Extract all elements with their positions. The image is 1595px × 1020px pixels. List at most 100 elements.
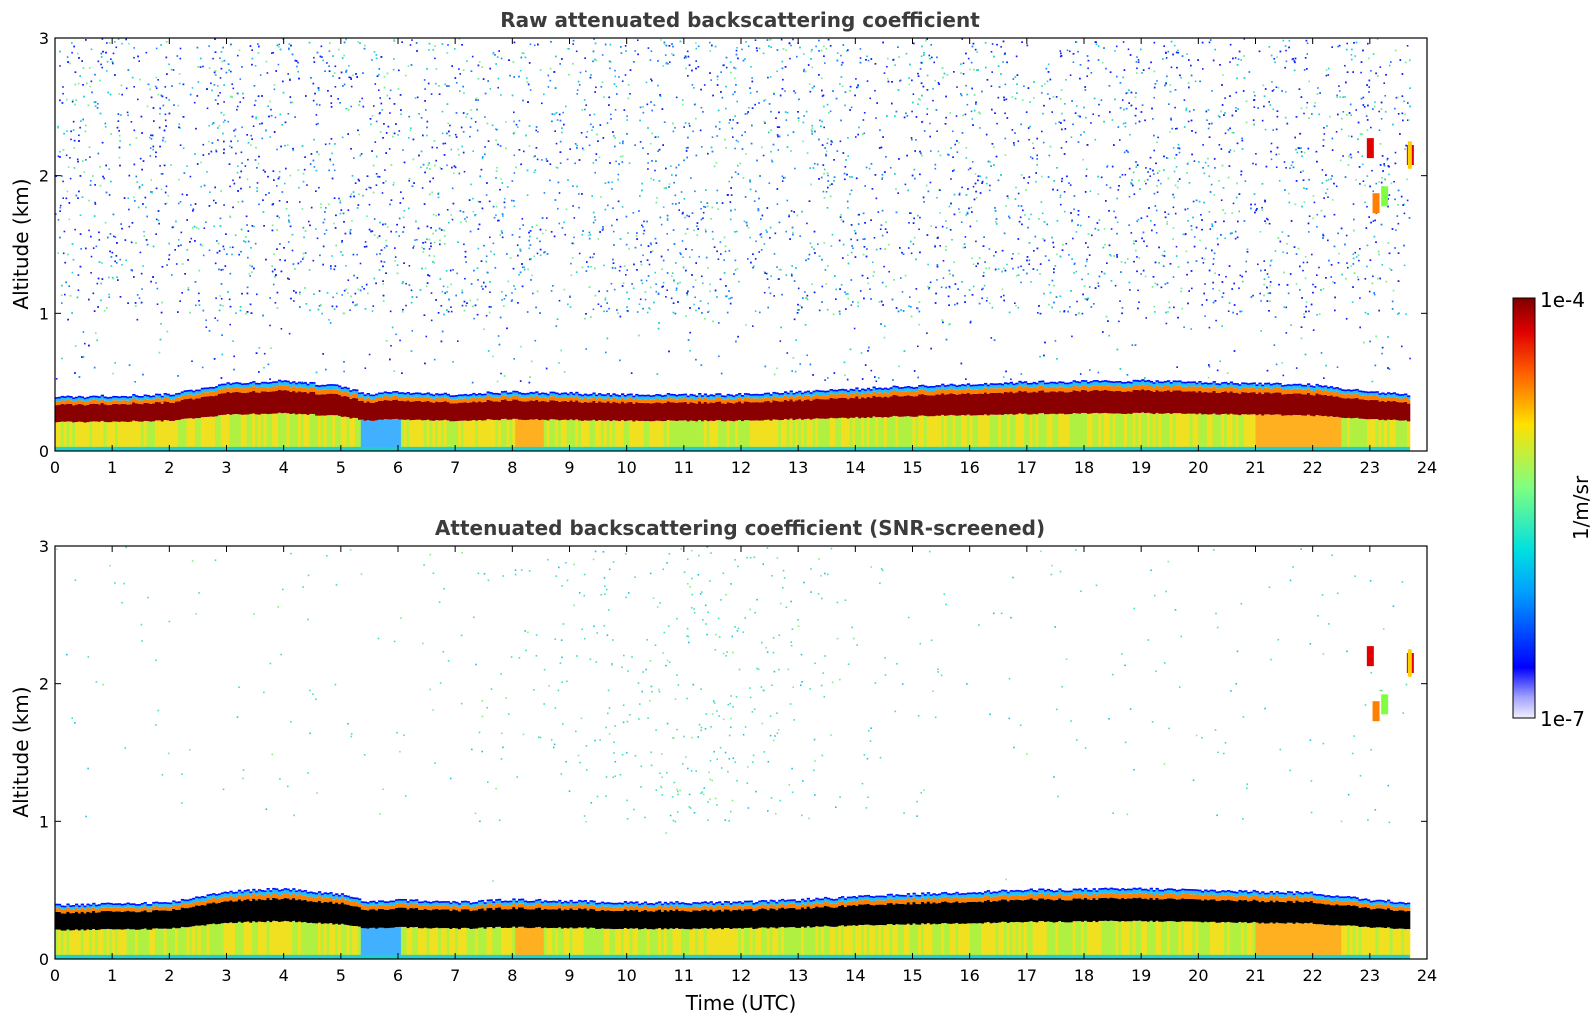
noise-pixel: [178, 239, 180, 241]
noise-pixel: [1089, 369, 1091, 371]
noise-pixel: [1059, 295, 1062, 297]
noise-pixel: [1388, 252, 1391, 255]
noise-pixel: [1378, 309, 1380, 312]
noise-pixel: [1375, 182, 1378, 185]
noise-pixel: [1403, 264, 1406, 267]
noise-pixel: [910, 212, 912, 214]
noise-pixel: [818, 309, 821, 312]
noise-pixel: [1362, 49, 1364, 52]
noise-pixel: [785, 119, 788, 121]
noise-pixel: [1079, 373, 1082, 375]
noise-pixel: [605, 351, 607, 354]
noise-pixel: [339, 201, 342, 204]
noise-pixel: [470, 183, 472, 186]
noise-pixel: [547, 86, 550, 88]
noise-pixel: [376, 237, 379, 239]
noise-pixel: [1071, 335, 1073, 338]
noise-pixel: [1122, 41, 1125, 43]
noise-pixel: [159, 165, 161, 167]
noise-pixel: [1371, 169, 1373, 172]
noise-pixel: [278, 46, 280, 48]
noise-pixel: [711, 136, 714, 138]
noise-pixel: [500, 57, 503, 60]
noise-pixel: [987, 160, 990, 163]
noise-pixel: [588, 231, 591, 234]
noise-pixel: [121, 264, 123, 266]
noise-pixel: [932, 88, 934, 90]
noise-pixel: [1132, 171, 1135, 174]
noise-pixel: [832, 313, 835, 316]
noise-pixel: [614, 75, 616, 78]
noise-pixel: [213, 199, 215, 202]
noise-pixel: [1222, 209, 1224, 211]
noise-pixel: [583, 99, 586, 101]
noise-pixel: [1088, 216, 1090, 218]
noise-pixel: [615, 160, 617, 163]
noise-pixel: [936, 279, 938, 281]
noise-pixel: [138, 186, 141, 188]
noise-pixel: [410, 127, 412, 129]
noise-pixel: [1030, 281, 1032, 283]
noise-pixel: [447, 122, 449, 125]
noise-pixel: [375, 173, 378, 175]
noise-pixel: [531, 274, 533, 277]
noise-pixel: [1308, 80, 1310, 83]
noise-pixel: [175, 263, 178, 265]
noise-pixel: [610, 282, 613, 285]
noise-pixel: [698, 255, 700, 258]
noise-pixel: [688, 125, 691, 127]
noise-pixel: [1172, 276, 1175, 278]
noise-pixel: [578, 193, 580, 195]
noise-pixel: [671, 272, 674, 274]
noise-pixel: [984, 42, 987, 44]
noise-pixel: [489, 88, 492, 90]
noise-pixel: [1202, 68, 1204, 70]
noise-pixel: [1097, 371, 1100, 374]
noise-pixel: [1219, 360, 1221, 362]
noise-pixel: [446, 85, 448, 87]
noise-pixel: [297, 61, 299, 64]
noise-pixel: [1297, 147, 1300, 149]
noise-pixel: [1388, 173, 1390, 176]
noise-pixel: [167, 195, 170, 197]
noise-pixel: [1224, 132, 1227, 135]
noise-pixel: [621, 206, 624, 208]
noise-pixel: [1354, 251, 1356, 254]
noise-pixel: [1352, 203, 1355, 205]
noise-pixel: [157, 79, 159, 81]
noise-pixel: [974, 173, 977, 175]
noise-pixel: [1208, 175, 1211, 177]
noise-pixel: [170, 68, 173, 71]
noise-pixel: [1373, 293, 1376, 296]
noise-pixel: [71, 271, 74, 274]
noise-pixel: [1259, 231, 1262, 233]
noise-pixel: [1291, 58, 1293, 61]
noise-pixel: [246, 286, 249, 289]
noise-pixel: [823, 45, 825, 48]
noise-pixel: [1345, 234, 1348, 237]
noise-pixel: [1054, 122, 1057, 125]
noise-pixel: [1186, 53, 1188, 55]
noise-pixel: [352, 253, 355, 256]
noise-pixel: [526, 194, 529, 196]
noise-pixel: [383, 246, 386, 249]
noise-pixel: [248, 272, 251, 275]
noise-pixel: [466, 302, 468, 304]
noise-pixel: [449, 124, 451, 127]
noise-pixel: [1003, 267, 1005, 270]
noise-pixel: [785, 230, 787, 233]
noise-pixel: [1165, 322, 1168, 325]
noise-pixel: [682, 103, 684, 106]
noise-pixel: [1302, 170, 1304, 172]
noise-pixel: [241, 200, 244, 203]
noise-pixel: [272, 283, 275, 286]
noise-pixel: [558, 299, 561, 302]
noise-pixel: [850, 279, 853, 281]
noise-pixel: [108, 293, 110, 296]
noise-pixel: [691, 84, 694, 86]
noise-pixel: [997, 268, 1000, 270]
noise-pixel: [574, 143, 577, 145]
noise-pixel: [529, 235, 531, 238]
noise-pixel: [1077, 141, 1080, 143]
noise-pixel: [1323, 127, 1325, 129]
